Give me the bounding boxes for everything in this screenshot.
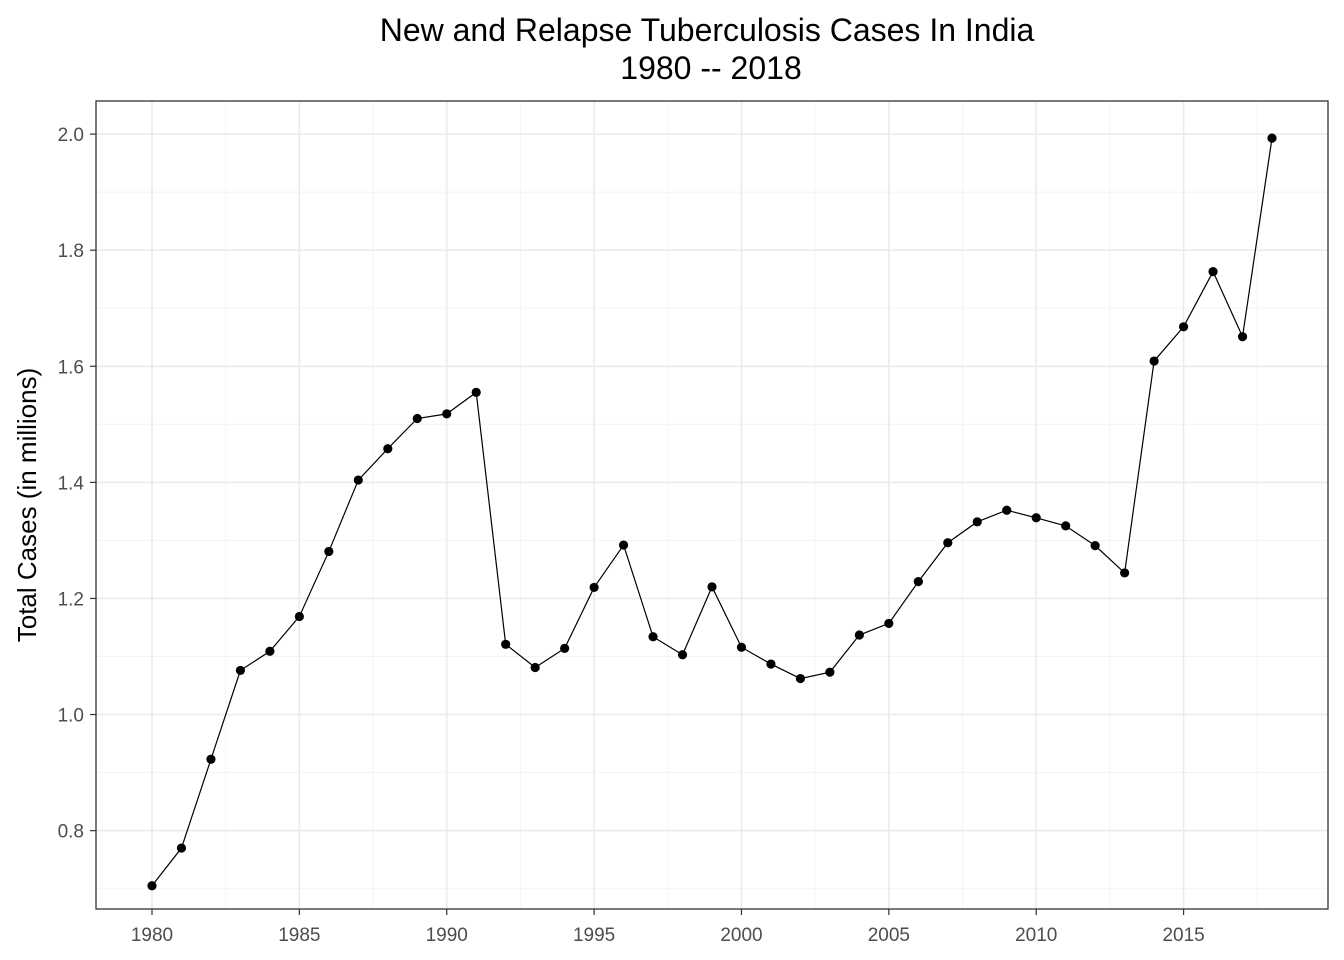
data-point	[1120, 568, 1130, 578]
data-point	[707, 582, 717, 592]
y-axis-title: Total Cases (in millions)	[12, 368, 42, 643]
data-point	[1149, 356, 1159, 366]
data-point	[501, 639, 511, 649]
data-point	[972, 517, 982, 527]
y-tick-label: 1.8	[58, 241, 84, 262]
data-point	[618, 540, 629, 550]
x-tick-label: 1985	[278, 925, 320, 946]
data-point	[766, 659, 776, 669]
data-point	[265, 646, 275, 656]
data-point	[324, 546, 334, 557]
data-point	[1002, 505, 1012, 515]
data-point	[294, 611, 304, 622]
data-point	[736, 642, 747, 652]
data-point	[854, 630, 864, 640]
chart-title: New and Relapse Tuberculosis Cases In In…	[380, 12, 1035, 48]
data-point	[147, 881, 157, 891]
data-point	[648, 632, 658, 642]
data-point	[412, 413, 422, 424]
data-points	[147, 133, 1277, 891]
data-point	[913, 577, 923, 587]
data-point	[1208, 267, 1218, 277]
y-tick-label: 1.2	[58, 589, 84, 610]
x-tick-label: 1990	[426, 925, 468, 946]
chart-subtitle: 1980 -- 2018	[620, 50, 801, 86]
y-tick-label: 2.0	[58, 125, 84, 146]
x-tick-label: 2000	[720, 925, 762, 946]
data-point	[1267, 133, 1277, 143]
x-axis: 1980 1985 1990 1995 2000 2005 2010 2015	[131, 909, 1205, 946]
data-point	[943, 538, 953, 548]
x-tick-label: 2005	[868, 925, 910, 946]
data-point	[1031, 513, 1041, 523]
data-point	[1237, 332, 1248, 342]
data-point	[1178, 322, 1189, 332]
data-point	[353, 475, 363, 485]
data-point	[383, 444, 393, 454]
data-point	[795, 673, 806, 684]
x-tick-label: 1980	[131, 925, 173, 946]
data-point	[677, 650, 688, 660]
y-tick-label: 1.4	[58, 473, 85, 494]
x-tick-label: 2010	[1015, 925, 1057, 946]
x-tick-label: 2015	[1162, 925, 1204, 946]
data-point	[1090, 541, 1100, 551]
data-point	[530, 662, 540, 673]
chart-title-block: New and Relapse Tuberculosis Cases In In…	[380, 12, 1035, 86]
data-point	[471, 387, 481, 397]
y-tick-label: 1.0	[58, 706, 84, 727]
major-gridlines	[96, 101, 1328, 909]
minor-gridlines	[96, 101, 1328, 909]
data-point	[560, 643, 570, 653]
data-point	[442, 409, 452, 419]
y-tick-label: 0.8	[58, 822, 84, 843]
data-point	[1061, 521, 1071, 531]
data-point	[235, 665, 246, 676]
x-tick-label: 1995	[573, 925, 615, 946]
y-axis: 0.8 1.0 1.2 1.4 1.6 1.8 2.0	[58, 125, 96, 843]
data-point	[206, 754, 216, 764]
data-point	[589, 582, 599, 593]
data-point	[176, 843, 187, 853]
y-tick-label: 1.6	[58, 357, 84, 378]
data-point	[825, 667, 835, 677]
data-point	[884, 618, 894, 629]
plot-panel-border	[95, 100, 1329, 910]
